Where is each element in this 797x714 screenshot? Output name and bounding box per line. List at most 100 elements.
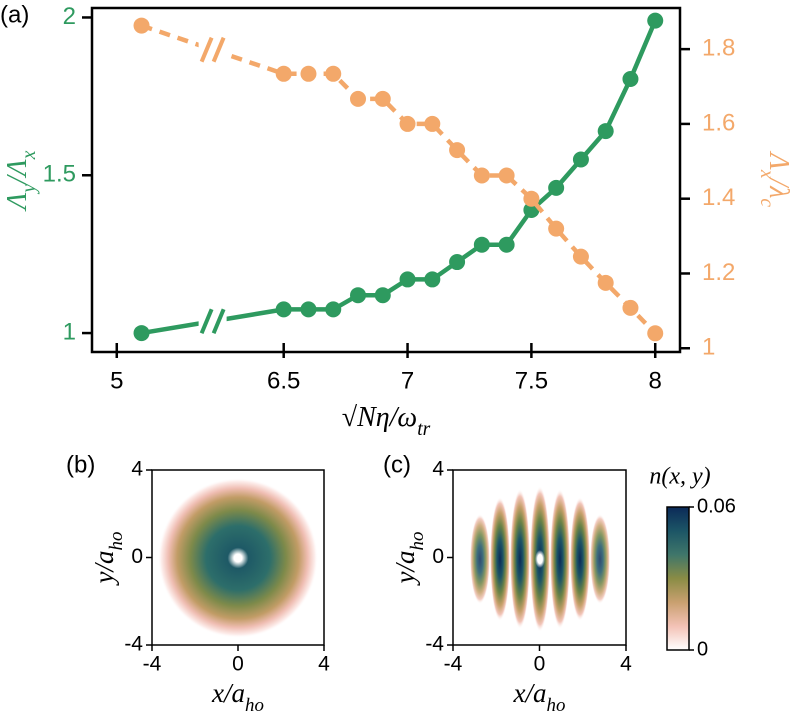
y-axis-label: y/aho [89, 532, 127, 587]
label-part: x/a [211, 678, 245, 708]
x-axis-label: x/aho [211, 678, 264, 714]
data-point [399, 271, 416, 288]
data-point [350, 287, 367, 304]
x-tick-label: 7 [401, 367, 414, 394]
subscript: ho [245, 695, 264, 714]
y-tick-label: 1.5 [43, 161, 76, 188]
y-tick-label: -4 [124, 633, 143, 656]
density-stripes [470, 486, 610, 632]
y-axis-label: Λy/Λx [2, 150, 40, 212]
label-part: y/a [89, 550, 119, 586]
data-point [548, 220, 565, 237]
y2-tick-label: 1.2 [702, 259, 735, 286]
data-point [548, 179, 565, 196]
y-tick-label: 4 [131, 458, 143, 481]
subscript: x [19, 150, 40, 160]
y-tick-label: 4 [432, 458, 444, 481]
data-point [597, 274, 614, 291]
data-point [473, 236, 490, 253]
subscript: ho [547, 695, 566, 714]
y2-tick-label: 1.8 [702, 34, 735, 61]
data-point [133, 17, 150, 34]
label-part: √Nη/ω [342, 402, 417, 433]
colorbar [666, 506, 690, 651]
series-line [140, 23, 657, 335]
data-point [449, 142, 466, 159]
x-tick-label: 0 [534, 653, 546, 676]
data-point [325, 301, 342, 318]
label-part: /λ [763, 177, 794, 199]
panel-label: (c) [383, 451, 411, 478]
colorbar-tick-label: 0 [697, 638, 708, 660]
label-part: Λ [2, 193, 33, 213]
colorbar-tick-label: 0.06 [697, 495, 736, 517]
data-point [399, 115, 416, 132]
x-tick-label: 8 [649, 367, 662, 394]
data-point [597, 123, 614, 140]
panel-label: (a) [0, 1, 29, 28]
y2-tick-label: 1.4 [702, 184, 735, 211]
subscript: x [756, 169, 777, 179]
data-point [498, 167, 515, 184]
data-point [374, 287, 391, 304]
x-axis-label: √Nη/ωtr [342, 402, 431, 440]
data-point [473, 167, 490, 184]
x-tick-label: 4 [318, 653, 330, 676]
data-point [572, 248, 589, 265]
x-axis-label: x/aho [513, 678, 566, 714]
data-point [374, 90, 391, 107]
x-tick-label: 5 [110, 367, 123, 394]
y-tick-label: 0 [432, 545, 444, 568]
data-point [300, 65, 317, 82]
x-tick-label: 4 [620, 653, 632, 676]
data-point [647, 12, 664, 29]
data-point [275, 65, 292, 82]
subscript: tr [417, 419, 430, 440]
colorbar-label: n(x, y) [649, 464, 710, 490]
data-point [325, 65, 342, 82]
y-tick-label: 1 [63, 318, 76, 345]
density-ring [158, 478, 318, 638]
panel-label: (b) [66, 451, 95, 478]
data-point [133, 325, 150, 342]
x-tick-label: 6.5 [267, 367, 300, 394]
y2-tick-label: 1.6 [702, 109, 735, 136]
subscript: ho [407, 532, 428, 551]
plot-frame [90, 6, 682, 354]
y-tick-label: -4 [425, 633, 444, 656]
series-line [141, 19, 658, 336]
subscript: c [756, 198, 777, 207]
data-point [275, 301, 292, 318]
data-point [424, 271, 441, 288]
data-point [350, 90, 367, 107]
data-point [523, 190, 540, 207]
data-point [300, 301, 317, 318]
break-mark [211, 36, 226, 63]
y2-tick-label: 1 [702, 334, 715, 361]
data-point [647, 325, 664, 342]
data-point [622, 71, 639, 88]
y-axis-label: y/aho [390, 532, 428, 587]
label-part: y/a [390, 550, 420, 586]
label-part: /Λ [2, 159, 33, 186]
data-point [449, 254, 466, 271]
x-tick-label: 0 [232, 653, 244, 676]
y2-axis-label: Λx/λc [756, 150, 794, 208]
x-tick-label: -4 [444, 653, 463, 676]
subscript: y [19, 184, 40, 195]
data-point [572, 151, 589, 168]
label-part: Λ [763, 150, 794, 170]
break-mark [211, 308, 226, 334]
break-mark [199, 36, 214, 63]
y-tick-label: 2 [63, 3, 76, 30]
y-tick-label: 0 [131, 545, 143, 568]
data-point [424, 115, 441, 132]
data-point [622, 299, 639, 316]
break-mark [199, 308, 214, 334]
data-point [498, 236, 515, 253]
x-tick-label: 7.5 [515, 367, 548, 394]
subscript: ho [106, 532, 127, 551]
x-tick-label: -4 [143, 653, 162, 676]
label-part: x/a [513, 678, 547, 708]
